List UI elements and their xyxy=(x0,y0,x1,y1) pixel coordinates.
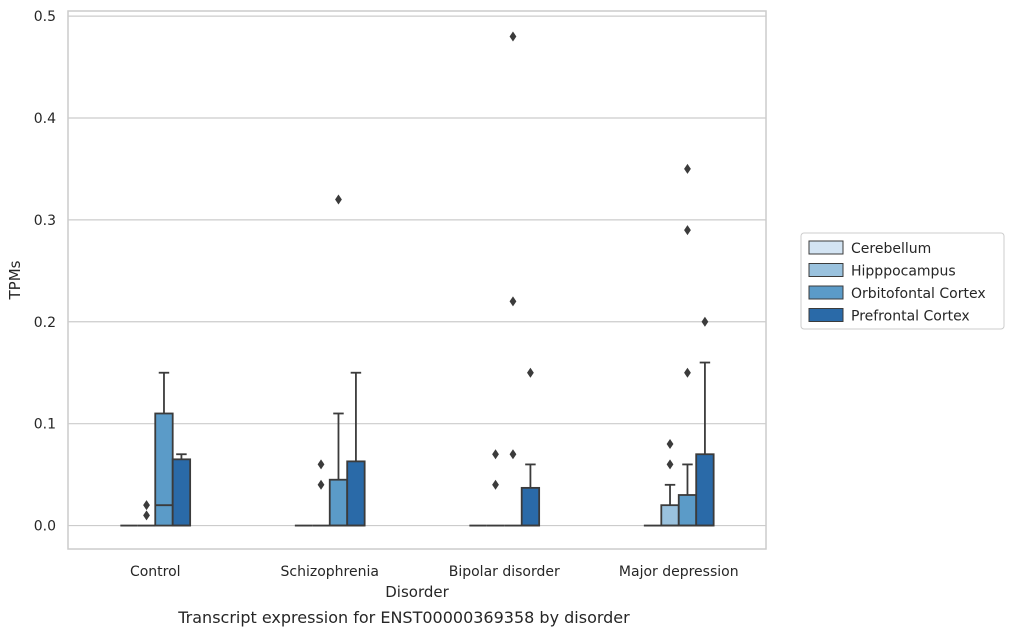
box xyxy=(660,504,680,527)
x-axis-ticks: Control Schizophrenia Bipolar disorder Majo… xyxy=(130,564,739,580)
outlier-point xyxy=(684,163,691,174)
box-group xyxy=(171,453,192,527)
legend-label: Cerebellum xyxy=(851,241,931,257)
legend-label: Prefrontal Cortex xyxy=(851,309,970,325)
box-group xyxy=(677,163,698,527)
outlier-point xyxy=(492,479,499,490)
y-axis-title: TPMs xyxy=(6,260,24,300)
y-axis-ticks: 0.0 0.1 0.2 0.3 0.4 0.5 xyxy=(34,9,56,534)
y-tick-label: 0.3 xyxy=(34,213,56,229)
outlier-point xyxy=(684,367,691,378)
y-tick-label: 0.5 xyxy=(34,9,56,25)
box-group xyxy=(328,194,349,527)
box xyxy=(695,453,715,527)
outlier-point xyxy=(666,439,674,450)
legend-label: Hipppocampus xyxy=(851,264,956,280)
box-group xyxy=(520,367,541,527)
box-group xyxy=(660,439,680,527)
x-axis-title: Disorder xyxy=(385,583,449,601)
outlier-point xyxy=(701,316,709,327)
outlier-point xyxy=(527,367,534,378)
boxes xyxy=(120,31,715,527)
x-tick-label: Control xyxy=(130,564,181,580)
x-tick-label: Schizophrenia xyxy=(281,564,379,580)
x-tick-label: Bipolar disorder xyxy=(449,564,560,580)
outlier-point xyxy=(143,500,150,511)
box-group xyxy=(346,371,366,527)
legend: Cerebellum Hipppocampus Orbitofontal Corte… xyxy=(800,232,1005,330)
y-tick-label: 0.1 xyxy=(34,417,56,433)
box-group xyxy=(695,316,715,527)
y-tick-label: 0.2 xyxy=(34,315,56,331)
box xyxy=(677,494,698,527)
chart-caption: Transcript expression for ENST0000036935… xyxy=(177,608,630,627)
outlier-point xyxy=(317,479,325,490)
outlier-point xyxy=(335,194,342,205)
box-group xyxy=(504,31,522,527)
box xyxy=(328,478,349,527)
outlier-point xyxy=(509,449,517,460)
box xyxy=(154,412,174,527)
outlier-point xyxy=(509,296,517,307)
box-group xyxy=(154,371,174,527)
legend-swatch xyxy=(808,263,844,277)
legend-swatch xyxy=(808,285,844,300)
legend-frame xyxy=(800,232,1005,330)
box-group xyxy=(312,459,330,527)
box xyxy=(171,458,192,527)
outlier-point xyxy=(143,510,150,521)
outlier-point xyxy=(317,459,325,470)
legend-swatch xyxy=(808,240,844,255)
x-tick-label: Major depression xyxy=(619,564,739,580)
y-tick-label: 0.0 xyxy=(34,519,56,535)
legend-swatch xyxy=(808,308,844,322)
plot-frame xyxy=(67,10,767,550)
box-group xyxy=(137,500,156,527)
outlier-point xyxy=(684,225,691,236)
outlier-point xyxy=(492,449,499,460)
outlier-point xyxy=(509,31,517,42)
outlier-point xyxy=(666,459,674,470)
box xyxy=(346,460,366,527)
box xyxy=(520,486,541,527)
legend-label: Orbitofontal Cortex xyxy=(851,286,986,302)
y-tick-label: 0.4 xyxy=(34,111,56,127)
box-group xyxy=(486,449,505,527)
